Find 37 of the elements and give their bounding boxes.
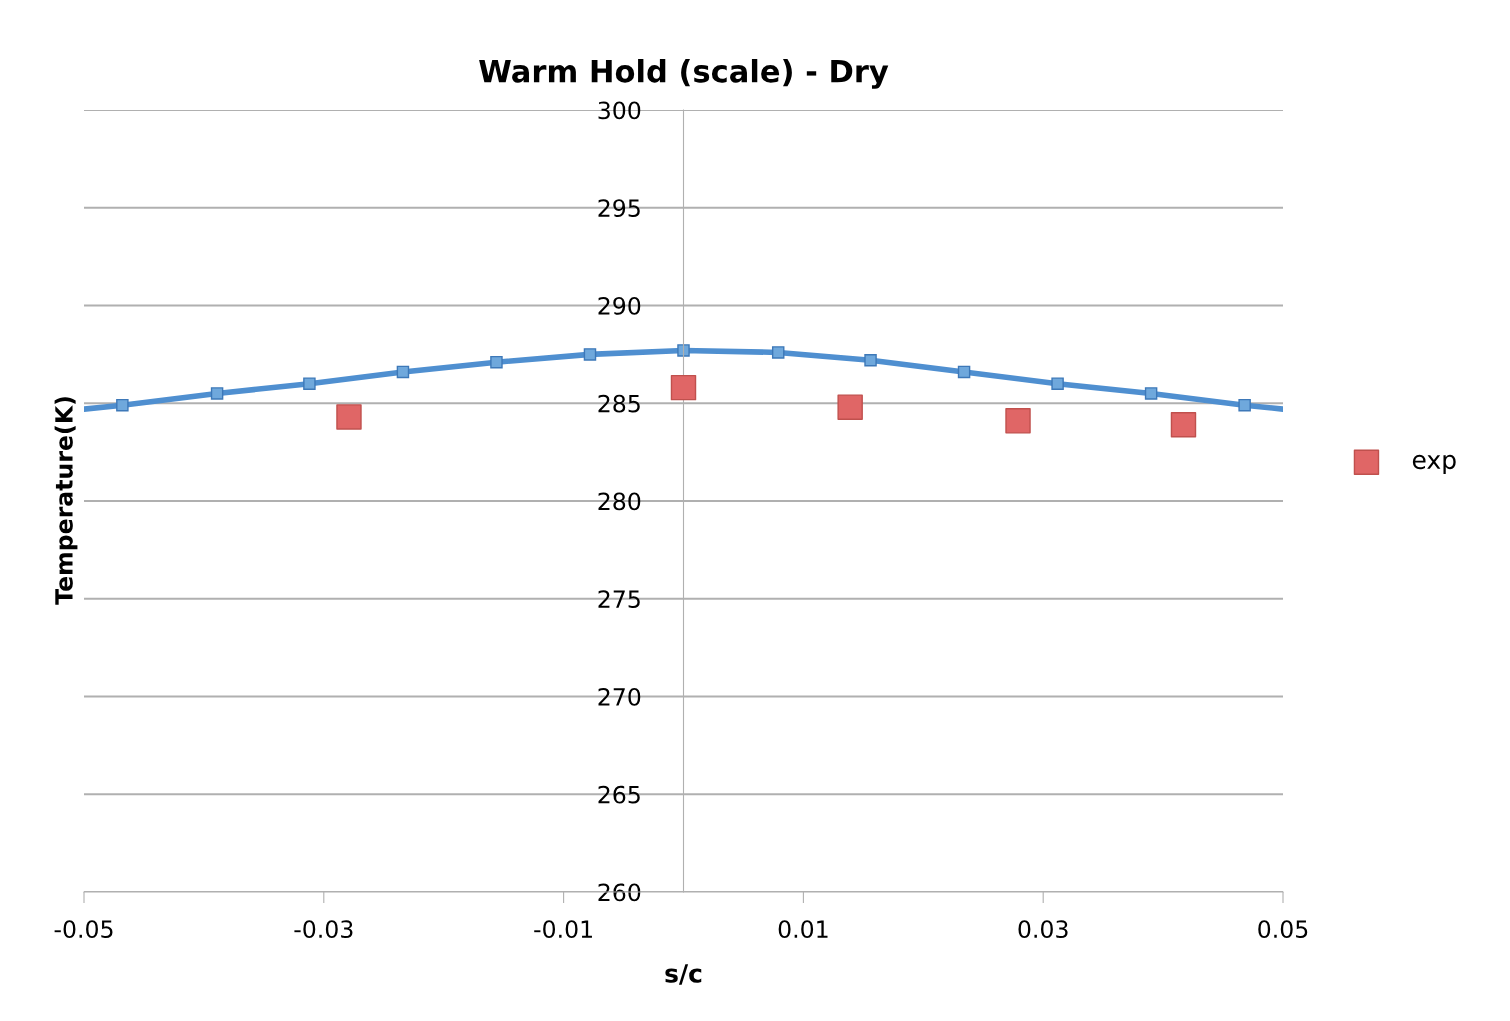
x-tick-label: -0.05 — [54, 920, 113, 939]
x-tick-label: -0.03 — [294, 920, 353, 939]
point — [490, 355, 503, 369]
y-tick-label: 295 — [598, 199, 640, 218]
y-tick-label: 260 — [598, 883, 641, 902]
y-tick-label: 265 — [598, 785, 640, 804]
point — [1170, 412, 1197, 438]
y-tick-label: 290 — [598, 296, 641, 315]
point — [837, 394, 863, 420]
point — [116, 398, 129, 412]
x-tick-label: 0.03 — [1018, 920, 1068, 939]
x-tick-label: 0.05 — [1258, 920, 1308, 939]
point — [210, 387, 224, 400]
point — [670, 374, 697, 401]
y-axis-title: Temperature(K) — [54, 397, 78, 605]
point — [1238, 398, 1251, 412]
x-axis-title: s/c — [665, 964, 702, 985]
point — [771, 346, 785, 359]
legend-label: exp — [1412, 454, 1456, 474]
y-tick-label: 270 — [598, 687, 641, 706]
point — [1144, 387, 1158, 400]
y-tick-label: 300 — [598, 101, 641, 120]
point — [1005, 408, 1031, 434]
point — [396, 365, 410, 379]
y-tick-label: 285 — [598, 394, 640, 413]
point — [677, 344, 690, 357]
x-tick-label: -0.01 — [534, 920, 592, 939]
chart-title: Warm Hold (scale) - Dry — [479, 59, 889, 89]
point — [957, 365, 971, 379]
y-tick-label: 280 — [598, 492, 641, 511]
y-tick-label: 275 — [598, 590, 640, 609]
point — [303, 377, 316, 390]
x-tick-label: 0.01 — [778, 920, 828, 939]
point — [336, 404, 362, 430]
point — [864, 353, 877, 367]
point — [583, 348, 597, 361]
point — [1051, 377, 1064, 390]
